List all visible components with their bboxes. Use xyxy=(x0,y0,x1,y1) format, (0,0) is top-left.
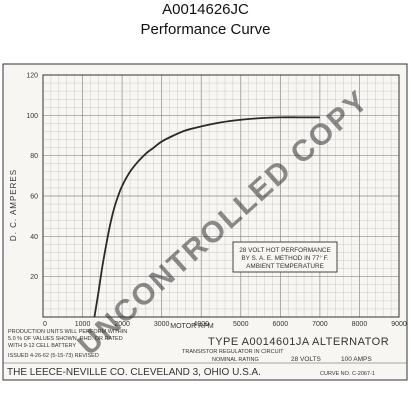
annotation-line-1: 28 VOLT HOT PERFORMANCE xyxy=(239,247,331,254)
title-block: A0014626JC Performance Curve xyxy=(0,0,411,40)
curve-number: CURVE NO. C-2067-1 xyxy=(320,371,375,377)
series-line xyxy=(93,116,320,318)
x-tick-label: 4000 xyxy=(193,321,209,328)
plot-frame xyxy=(42,74,400,318)
rated-amps: 100 AMPS xyxy=(341,356,372,363)
issued-date: ISSUED 4-26-62 (5-15-73) REVISED xyxy=(8,353,99,359)
y-tick-label: 120 xyxy=(26,73,38,80)
rated-volts: 28 VOLTS xyxy=(291,356,322,363)
production-note-2: 5.0 % OF VALUES SHOWN, RHD. OR RATED xyxy=(8,336,123,342)
annotation-line-2: BY S. A. E. METHOD IN 77° F. xyxy=(241,254,329,262)
x-tick-label: 9000 xyxy=(391,321,407,328)
y-tick-label: 20 xyxy=(30,274,38,281)
production-note-3: WITH 9-12 CELL BATTERY xyxy=(8,343,76,349)
transistor-note: TRANSISTOR REGULATOR IN CIRCUIT xyxy=(182,349,284,355)
chart-paper xyxy=(2,63,408,381)
annotation-line-3: AMBIENT TEMPERATURE xyxy=(246,263,324,270)
x-tick-label: 2000 xyxy=(114,321,130,328)
x-tick-label: 3000 xyxy=(154,321,170,328)
nominal-rating: NOMINAL RATING xyxy=(212,357,259,363)
x-axis-ticks: 0 1000 2000 3000 4000 5000 6000 7000 8000 9000 xyxy=(43,321,407,328)
y-tick-label: 40 xyxy=(30,234,38,241)
x-tick-label: 1000 xyxy=(75,321,91,328)
model-number: A0014626JC xyxy=(162,1,249,18)
y-tick-label: 100 xyxy=(26,113,38,120)
chart-subtitle: Performance Curve xyxy=(140,21,271,38)
production-note-1: PRODUCTION UNITS WILL PERFORM WITHIN xyxy=(8,329,127,335)
y-axis-ticks: 20 40 60 80 100 120 xyxy=(26,73,38,282)
y-axis-label: D. C. AMPERES xyxy=(9,169,18,241)
y-tick-label: 60 xyxy=(30,194,38,201)
alternator-type: TYPE A0014601JA ALTERNATOR xyxy=(208,336,389,348)
company-name: THE LEECE-NEVILLE CO. CLEVELAND 3, OHIO … xyxy=(7,367,261,378)
annotation-box xyxy=(232,241,338,273)
y-tick-label: 80 xyxy=(30,153,38,160)
x-axis-label: MOTOR RPM xyxy=(170,323,214,330)
x-tick-label: 0 xyxy=(43,321,47,328)
x-tick-label: 6000 xyxy=(273,321,289,328)
x-tick-label: 7000 xyxy=(312,321,328,328)
x-tick-label: 8000 xyxy=(352,321,368,328)
x-tick-label: 5000 xyxy=(233,321,249,328)
